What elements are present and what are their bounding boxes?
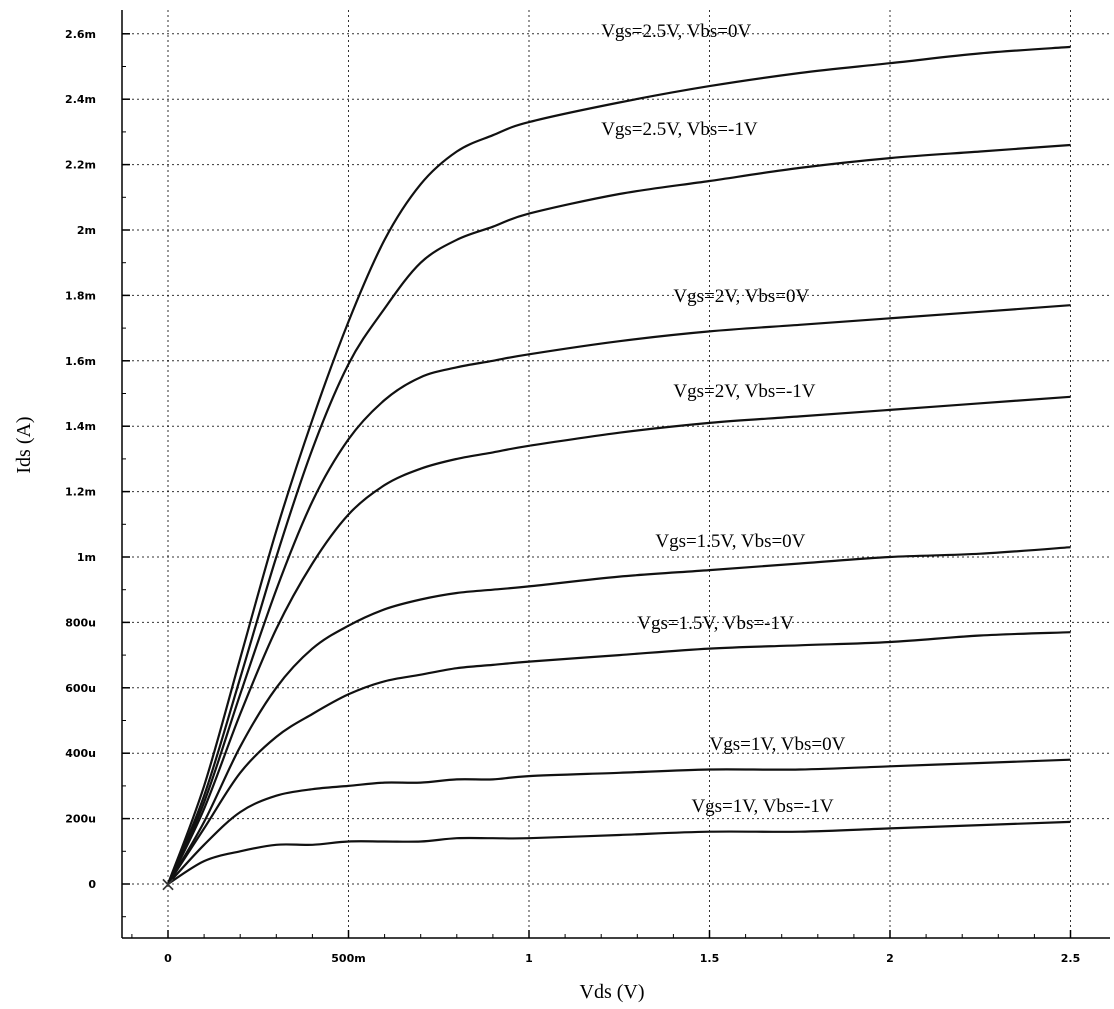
y-axis-ticks: 0 200u 400u 600u 800u 1m 1.2m 1.4m 1.6m 1.8m 2m 2.2… — [65, 28, 130, 918]
y-tick-label: 200u — [65, 813, 96, 826]
series-labels: Vgs=2.5V, Vbs=0V Vgs=2.5V, Vbs=-1V Vgs=2V,… — [601, 21, 845, 817]
series-label: Vgs=1.5V, Vbs=0V — [655, 531, 805, 552]
series-label: Vgs=1V, Vbs=-1V — [691, 796, 833, 817]
y-tick-label: 1.2m — [65, 486, 96, 499]
x-tick-label: 2 — [886, 952, 894, 965]
x-tick-label: 1.5 — [700, 952, 720, 965]
y-tick-label: 1.8m — [65, 289, 96, 302]
series-line — [167, 546, 1071, 885]
y-tick-label: 600u — [65, 682, 96, 695]
y-tick-label: 1m — [77, 551, 96, 564]
y-tick-label: 2m — [77, 224, 96, 237]
series-line — [166, 304, 1071, 885]
x-tick-label: 2.5 — [1061, 952, 1081, 965]
series-curves — [166, 45, 1071, 885]
origin-marker: × — [160, 872, 177, 896]
series-label: Vgs=1V, Vbs=0V — [710, 734, 846, 755]
origin-x-marker: × — [160, 872, 177, 896]
y-tick-label: 2.2m — [65, 159, 96, 172]
x-tick-label: 500m — [331, 952, 365, 965]
y-tick-label: 1.6m — [65, 355, 96, 368]
series-label: Vgs=2.5V, Vbs=0V — [601, 21, 751, 42]
y-tick-label: 2.6m — [65, 28, 96, 41]
y-tick-label: 0 — [88, 878, 96, 891]
series-line — [166, 143, 1071, 885]
series-line — [167, 395, 1071, 885]
y-tick-label: 2.4m — [65, 93, 96, 106]
series-label: Vgs=2.5V, Vbs=-1V — [601, 119, 758, 140]
y-tick-label: 400u — [65, 747, 96, 760]
series-label: Vgs=2V, Vbs=-1V — [673, 381, 815, 402]
x-tick-label: 1 — [525, 952, 533, 965]
series-label: Vgs=2V, Vbs=0V — [673, 286, 809, 307]
y-tick-label: 1.4m — [65, 420, 96, 433]
series-line — [167, 820, 1071, 885]
x-axis-label: Vds (V) — [580, 981, 645, 1003]
series-line — [167, 631, 1071, 885]
series-line — [166, 45, 1071, 885]
x-axis-ticks: 0 500m 1 1.5 2 2.5 — [131, 930, 1081, 965]
x-tick-label: 0 — [164, 952, 172, 965]
series-label: Vgs=1.5V, Vbs=-1V — [637, 613, 794, 634]
series-line — [167, 758, 1071, 885]
y-axis-label: Ids (A) — [13, 416, 35, 473]
y-tick-label: 800u — [65, 616, 96, 629]
